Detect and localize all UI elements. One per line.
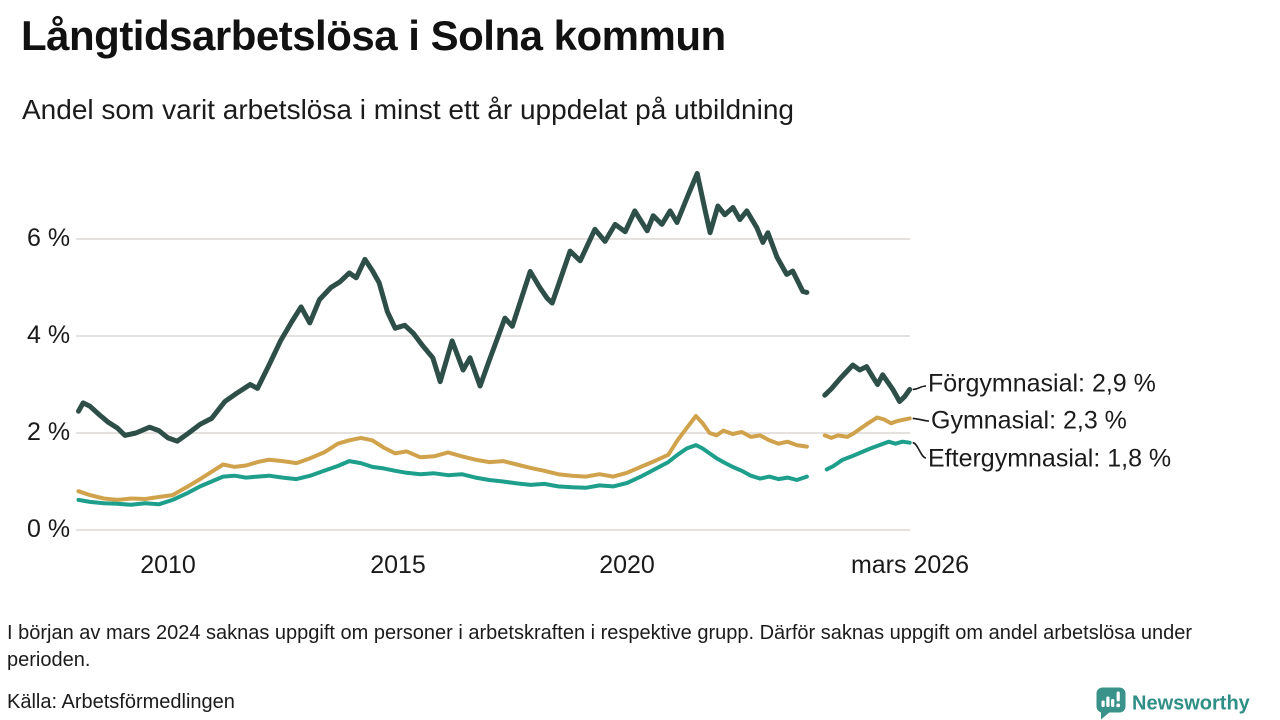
footnote: I början av mars 2024 saknas uppgift om … [7, 622, 1193, 671]
series-line-gymnasial [822, 415, 912, 440]
page-title: Långtidsarbetslösa i Solna kommun [21, 12, 726, 59]
series-line-eftergymnasial [76, 443, 809, 507]
source-attribution: Källa: Arbetsförmedlingen [7, 691, 235, 713]
newsworthy-logo: Newsworthy [1096, 687, 1251, 720]
x-axis-tick-label: 2010 [140, 551, 196, 579]
series-end-label-gymnasial: Gymnasial: 2,3 % [931, 406, 1127, 435]
series-line-förgymnasial [822, 362, 913, 404]
series-end-label-forgymnasial: Förgymnasial: 2,9 % [928, 369, 1156, 398]
newsworthy-logo-icon [1096, 687, 1126, 720]
y-axis-tick-label: 0 % [27, 515, 71, 543]
series-line-förgymnasial [76, 171, 810, 444]
label-leader-line [912, 441, 927, 459]
label-leader-line [912, 385, 927, 391]
series-line-eftergymnasial [824, 439, 912, 472]
series-line-gymnasial [76, 414, 809, 502]
y-axis-tick-label: 2 % [27, 418, 71, 446]
series-end-label-eftergymnasial: Eftergymnasial: 1,8 % [928, 444, 1172, 473]
x-axis-tick-label: mars 2026 [850, 551, 970, 579]
x-axis-tick-label: 2015 [370, 551, 426, 579]
y-axis-tick-label: 6 % [27, 224, 71, 252]
y-axis-tick-label: 4 % [27, 321, 71, 349]
x-axis-tick-label: 2020 [599, 551, 655, 579]
newsworthy-logo-text: Newsworthy [1132, 693, 1251, 715]
label-leader-line [912, 417, 930, 422]
chart-subtitle: Andel som varit arbetslösa i minst ett å… [22, 94, 794, 125]
